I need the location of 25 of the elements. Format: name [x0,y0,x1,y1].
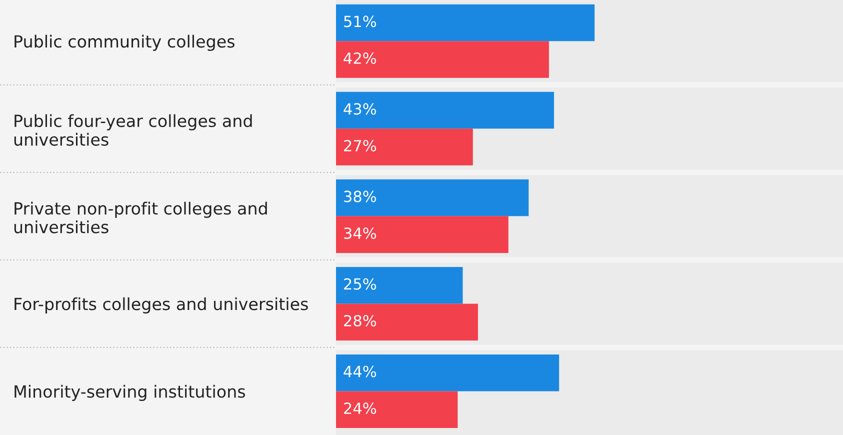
data-label: 24% [344,402,376,414]
data-label: 34% [344,227,376,239]
y-tick-label: Public four-year colleges and universities [14,114,252,146]
bar [336,92,554,129]
data-label: 38% [344,190,376,202]
bar [336,354,560,392]
data-label: 44% [344,366,376,378]
y-tick-label: For-profits colleges and universities [14,297,308,314]
bar [336,266,463,304]
data-label: 27% [344,140,376,152]
bar [336,391,458,428]
y-tick-label: Private non-profit colleges and universities [14,202,267,234]
bar [336,41,549,78]
data-label: 43% [344,103,376,115]
y-tick-label: Minority-serving institutions [14,384,246,402]
bar [336,179,529,216]
data-label: 25% [344,278,376,290]
y-tick-label: Public community colleges [14,34,234,51]
data-label: 42% [344,52,376,64]
bar [336,4,595,42]
bar [336,128,473,166]
data-label: 28% [344,314,376,327]
bar [336,304,478,340]
data-label: 51% [344,16,376,28]
bar [336,216,508,253]
